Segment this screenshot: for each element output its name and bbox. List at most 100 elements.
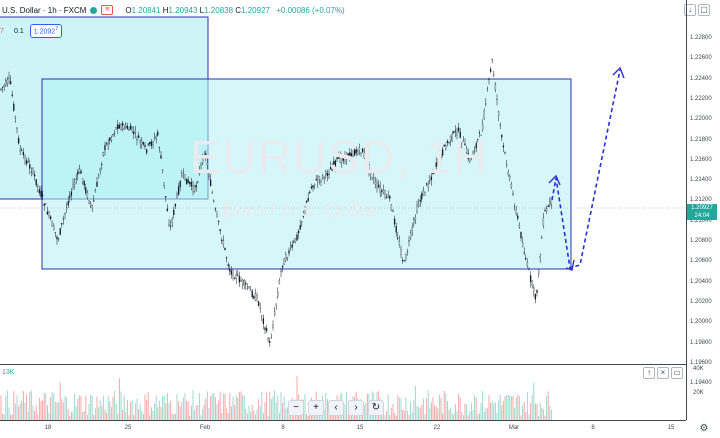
volume-bar: [523, 402, 525, 420]
candle-body: [397, 237, 399, 239]
candle-body: [123, 127, 125, 130]
candle-body: [233, 278, 236, 280]
candle-body: [56, 236, 58, 240]
arrow-up-icon[interactable]: ↑: [643, 367, 655, 379]
candle-body: [457, 127, 460, 132]
close-icon[interactable]: ×: [657, 367, 669, 379]
volume-bar: [163, 395, 165, 420]
chart-canvas[interactable]: [0, 0, 686, 364]
volume-bar: [274, 390, 276, 420]
volume-bar: [250, 411, 252, 420]
candle-body: [441, 149, 444, 156]
candle-body: [272, 324, 274, 329]
candle-body: [21, 149, 23, 151]
symbol-title[interactable]: U.S. Dollar · 1h · FXCM: [2, 5, 87, 15]
volume-bar: [366, 393, 368, 420]
candle-body: [430, 176, 433, 180]
volume-bar: [182, 397, 184, 420]
candle-body: [147, 143, 149, 145]
volume-bar: [454, 404, 456, 420]
volume-bar: [229, 393, 231, 420]
candle-body: [473, 149, 476, 152]
wave-badge-icon[interactable]: ≋: [101, 5, 114, 15]
arrow-down-icon[interactable]: ↓: [684, 4, 696, 16]
candle-body: [61, 223, 63, 225]
scroll-left-button[interactable]: ‹: [328, 400, 344, 416]
price-chart[interactable]: EURUSD, 1H Euro / U.S. Dollar: [0, 0, 686, 364]
scroll-right-button[interactable]: ›: [348, 400, 364, 416]
candle-body: [315, 178, 317, 181]
candle-body: [285, 254, 287, 261]
candle-body: [9, 81, 12, 84]
time-tick: 15: [356, 425, 364, 431]
candle-body: [545, 208, 548, 212]
volume-bar: [58, 402, 60, 420]
volume-bar: [282, 402, 284, 420]
candle-body: [433, 170, 436, 173]
time-tick: 8: [281, 425, 285, 431]
volume-bar: [141, 410, 143, 420]
price-tick: 1.20200: [690, 298, 712, 305]
candle-body: [520, 232, 522, 239]
candle-body: [65, 207, 68, 210]
volume-bar: [275, 402, 277, 420]
candle-body: [427, 184, 429, 188]
volume-bar: [184, 393, 186, 420]
zoom-out-button[interactable]: −: [288, 400, 304, 416]
volume-bar: [466, 404, 468, 420]
volume-bar: [66, 397, 68, 420]
volume-bar: [365, 402, 367, 420]
candle-body: [201, 155, 204, 164]
volume-bar: [389, 414, 391, 420]
candle-body: [169, 225, 172, 227]
volume-bar: [547, 391, 549, 420]
volume-bar: [88, 403, 90, 420]
volume-bar: [34, 410, 36, 420]
price-tick: 1.19800: [690, 339, 712, 346]
candle-body: [361, 148, 364, 153]
volume-bar: [192, 390, 194, 420]
volume-bar: [77, 398, 79, 420]
candle-body: [403, 260, 405, 262]
volume-bar: [246, 413, 248, 420]
candle-body: [363, 153, 365, 159]
price-tick: 1.22400: [690, 75, 712, 82]
price-input[interactable]: 1.20927: [29, 24, 63, 38]
volume-bar: [280, 392, 282, 420]
candle-body: [107, 143, 109, 147]
volume-bar: [90, 394, 92, 420]
candle-body: [192, 185, 194, 192]
candle-body: [387, 195, 389, 197]
volume-bar: [232, 396, 234, 420]
volume-bar: [403, 410, 405, 420]
candle-body: [179, 181, 181, 187]
maximize-icon[interactable]: ▢: [698, 4, 710, 16]
restore-icon[interactable]: ▭: [671, 367, 683, 379]
candle-body: [321, 175, 324, 178]
candle-body: [448, 141, 450, 143]
candle-body: [49, 216, 52, 220]
volume-bar: [160, 406, 162, 420]
candle-body: [219, 229, 221, 232]
volume-bar: [267, 415, 269, 420]
zoom-in-button[interactable]: +: [308, 400, 324, 416]
volume-bar: [539, 402, 541, 420]
reset-chart-button[interactable]: ↻: [368, 400, 384, 416]
volume-bar: [170, 400, 172, 420]
volume-bar: [211, 393, 213, 420]
volume-bar: [173, 413, 175, 420]
volume-bar: [254, 414, 256, 420]
time-axis[interactable]: 18 25 Feb 8 15 22 Mar 8 15: [0, 420, 686, 438]
volume-bar: [238, 391, 240, 420]
gear-icon[interactable]: ⚙: [699, 423, 709, 434]
candle-body: [531, 280, 533, 286]
volume-bar: [102, 395, 104, 420]
candle-body: [27, 161, 29, 163]
pane-separator[interactable]: [0, 364, 686, 365]
candle-body: [173, 209, 175, 216]
price-axis[interactable]: 1.22800 1.22600 1.22400 1.22200 1.22000 1.218…: [686, 0, 720, 420]
volume-bar: [496, 412, 498, 420]
candle-body: [318, 176, 321, 180]
candle-body: [464, 143, 466, 146]
volume-bar: [390, 407, 392, 420]
